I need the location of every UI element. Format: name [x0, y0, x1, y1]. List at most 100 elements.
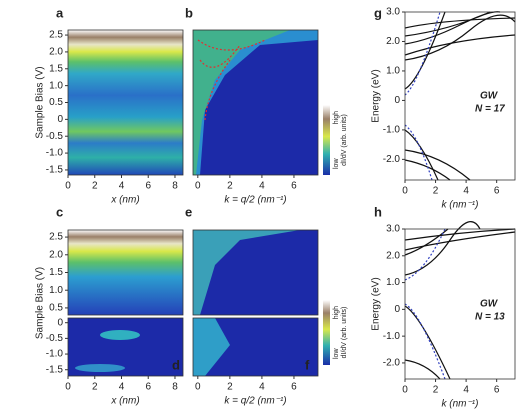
y-tick-label: 2.0: [386, 36, 400, 47]
plot-frame: [404, 228, 516, 380]
y-tick-label: -1.0: [46, 349, 64, 360]
x-axis-label: k = q/2 (nm⁻¹): [224, 396, 286, 407]
y-tick-label: -1.0: [383, 331, 401, 342]
x-axis-label: x (nm): [110, 195, 139, 206]
band: [404, 228, 516, 241]
x-tick-label: 4: [463, 186, 469, 197]
x-tick-label: 4: [463, 385, 469, 396]
x-tick-label: 6: [145, 382, 151, 393]
band: [404, 149, 471, 181]
colorbar-label: dI/dV (arb. units): [341, 307, 348, 359]
x-tick-label: 2: [92, 181, 98, 192]
y-tick-label: 1.0: [386, 277, 400, 288]
x-axis-label: k = q/2 (nm⁻¹): [224, 195, 286, 206]
panel-letter: c: [56, 204, 63, 219]
heatmap-f-region: [193, 318, 230, 376]
heatmap-a: [68, 30, 183, 175]
x-tick-label: 2: [433, 385, 439, 396]
x-tick-label: 6: [494, 385, 500, 396]
method-label: GW: [480, 299, 499, 310]
plot-frame: [192, 29, 319, 176]
band: [404, 11, 491, 37]
heatmap-b-region: [193, 30, 290, 175]
colorbar-label: dI/dV (arb. units): [341, 114, 348, 166]
x-tick-label: 6: [145, 181, 151, 192]
band: [404, 228, 449, 256]
y-tick-label: 1.5: [49, 63, 63, 74]
x-tick-label: 4: [119, 382, 125, 393]
y-tick-label: -2.0: [383, 358, 401, 369]
band: [404, 11, 501, 45]
y-tick-label: 1.0: [49, 80, 63, 91]
band: [404, 359, 441, 380]
y-tick-label: 1.0: [386, 66, 400, 77]
band: [404, 305, 451, 380]
fit-band: [404, 11, 441, 181]
x-tick-label: 6: [291, 382, 297, 393]
y-tick-label: 2.5: [49, 232, 63, 243]
heatmap-c: [68, 230, 183, 315]
x-axis-label: x (nm): [110, 396, 139, 407]
y-tick-label: -0.5: [46, 333, 64, 344]
colorbar: [323, 105, 330, 175]
band: [404, 34, 516, 56]
bands-h: [404, 221, 516, 380]
plot-frame: [404, 11, 516, 181]
band: [404, 11, 446, 90]
x-tick-label: 6: [494, 186, 500, 197]
band: [404, 221, 481, 276]
y-tick-label: 1.0: [49, 285, 63, 296]
x-tick-label: 2: [433, 186, 439, 197]
x-tick-label: 0: [65, 181, 71, 192]
panel-letter: h: [374, 204, 382, 219]
y-tick-label: 2.0: [49, 249, 63, 260]
x-tick-label: 0: [65, 382, 71, 393]
y-tick-label: 2.5: [49, 30, 63, 41]
colorbar-low: low: [333, 348, 340, 359]
y-tick-label: 1.5: [49, 267, 63, 278]
x-tick-label: 0: [402, 186, 408, 197]
x-tick-label: 8: [172, 382, 178, 393]
panel-letter: b: [185, 5, 193, 20]
y-tick-label: 2.0: [49, 47, 63, 58]
heatmap-e-region: [193, 230, 300, 315]
x-tick-label: 2: [227, 181, 233, 192]
band: [404, 231, 516, 251]
band: [404, 129, 439, 181]
x-axis-label: k (nm⁻¹): [442, 200, 479, 211]
x-tick-label: 0: [195, 382, 201, 393]
fit-band: [404, 228, 446, 380]
y-tick-label: -1.5: [46, 364, 64, 375]
panel-letter: a: [56, 5, 64, 20]
y-tick-label: -0.5: [46, 131, 64, 142]
panel-letter: f: [305, 357, 310, 372]
heatmap-d-feature: [75, 364, 125, 372]
panel-letter: e: [185, 204, 192, 219]
x-tick-label: 8: [172, 181, 178, 192]
x-tick-label: 4: [259, 181, 265, 192]
panel-letter: d: [172, 357, 180, 372]
x-tick-label: 2: [227, 382, 233, 393]
panel-letter: g: [374, 5, 382, 20]
heatmap-d-feature: [100, 330, 140, 340]
plot-frame: [192, 229, 319, 316]
plot-frame: [192, 317, 319, 377]
band: [404, 14, 516, 61]
colorbar-low: low: [333, 158, 340, 169]
size-label: N = 13: [475, 312, 505, 323]
x-tick-label: 0: [195, 181, 201, 192]
x-tick-label: 2: [92, 382, 98, 393]
y-axis-label: Energy (eV): [371, 69, 382, 122]
colorbar: [323, 300, 330, 365]
colorbar-high: high: [333, 111, 340, 124]
x-tick-label: 4: [259, 382, 265, 393]
band: [404, 159, 451, 181]
fit-lines: [197, 39, 266, 121]
x-tick-label: 0: [402, 385, 408, 396]
y-tick-label: 3.0: [386, 7, 400, 18]
y-tick-label: 0: [57, 114, 63, 125]
y-axis-label: Sample Bias (V): [35, 66, 46, 138]
y-axis-label: Sample Bias (V): [35, 267, 46, 339]
y-tick-label: 3.0: [386, 224, 400, 235]
